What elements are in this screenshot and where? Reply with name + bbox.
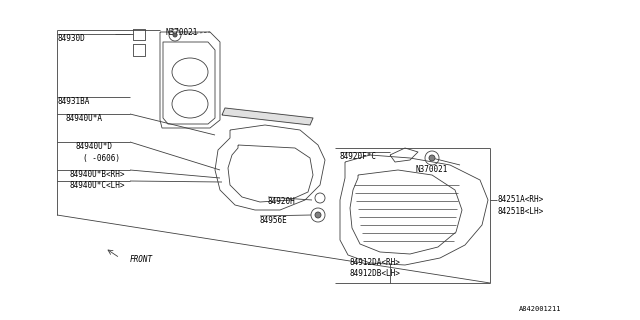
Text: 84920F*C: 84920F*C: [340, 152, 377, 161]
Circle shape: [173, 33, 177, 37]
Polygon shape: [222, 108, 313, 125]
Text: 84940U*C<LH>: 84940U*C<LH>: [70, 181, 125, 190]
Text: 84930D: 84930D: [57, 34, 84, 43]
Text: 84912DB<LH>: 84912DB<LH>: [350, 269, 401, 278]
Text: 84940U*B<RH>: 84940U*B<RH>: [70, 170, 125, 179]
Text: 84251B<LH>: 84251B<LH>: [497, 207, 543, 216]
Text: 84931BA: 84931BA: [57, 97, 90, 106]
Circle shape: [429, 155, 435, 161]
Text: 84920H: 84920H: [268, 197, 296, 206]
Circle shape: [315, 212, 321, 218]
Text: N370021: N370021: [415, 165, 447, 174]
Text: 84251A<RH>: 84251A<RH>: [497, 195, 543, 204]
Text: N370021: N370021: [165, 28, 197, 37]
Text: ( -0606): ( -0606): [83, 154, 120, 163]
Text: FRONT: FRONT: [130, 255, 153, 264]
Text: 84940U*D: 84940U*D: [75, 142, 112, 151]
Text: A842001211: A842001211: [519, 306, 561, 312]
Text: 84956E: 84956E: [260, 216, 288, 225]
Text: 84912DA<RH>: 84912DA<RH>: [350, 258, 401, 267]
Text: 84940U*A: 84940U*A: [65, 114, 102, 123]
